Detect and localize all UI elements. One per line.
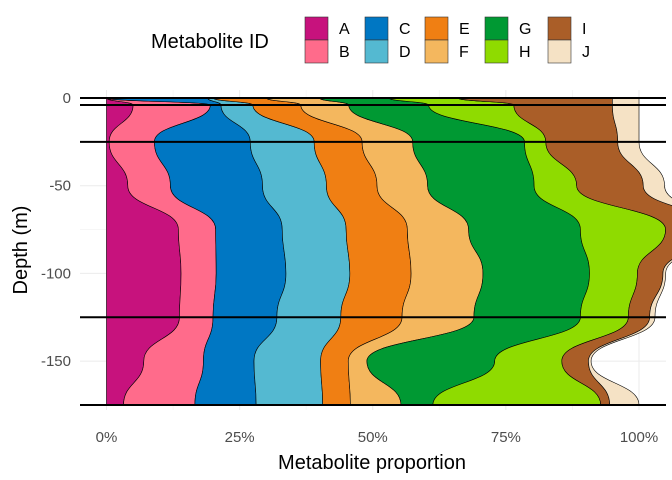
x-tick-label: 25% (225, 429, 255, 446)
legend-key-D (364, 39, 389, 64)
y-tick-label: -150 (41, 353, 71, 370)
legend-key-G (484, 16, 509, 41)
legend: AB CD EF GH IJ (304, 16, 590, 64)
x-tick-label: 75% (491, 429, 521, 446)
y-axis-ticks: 0 -50 -100 -150 (41, 90, 71, 370)
legend-title: Metabolite ID (151, 31, 269, 53)
legend-label-B: B (339, 44, 350, 61)
y-tick-label: 0 (63, 90, 71, 107)
legend-label-I: I (582, 21, 586, 38)
legend-label-F: F (459, 44, 469, 61)
legend-label-A: A (339, 21, 350, 38)
legend-label-G: G (519, 21, 531, 38)
x-tick-label: 0% (96, 429, 118, 446)
legend-key-E (424, 16, 449, 41)
x-axis-ticks: 0% 25% 50% 75% 100% (96, 429, 659, 446)
legend-key-C (364, 16, 389, 41)
legend-key-H (484, 39, 509, 64)
legend-key-B (304, 39, 329, 64)
legend-label-H: H (519, 44, 531, 61)
legend-key-I (547, 16, 572, 41)
legend-label-C: C (399, 21, 411, 38)
reference-lines (80, 97, 666, 406)
y-tick-label: -50 (49, 178, 71, 195)
legend-key-F (424, 39, 449, 64)
y-axis-title: Depth (m) (10, 206, 32, 295)
x-tick-label: 50% (358, 429, 388, 446)
legend-key-J (547, 39, 572, 64)
legend-key-A (304, 16, 329, 41)
legend-label-D: D (399, 44, 411, 61)
legend-label-E: E (459, 21, 470, 38)
x-axis-title: Metabolite proportion (278, 452, 466, 474)
legend-label-J: J (582, 44, 590, 61)
plot-areas (106, 97, 672, 406)
x-tick-label: 100% (620, 429, 658, 446)
y-tick-label: -100 (41, 265, 71, 282)
